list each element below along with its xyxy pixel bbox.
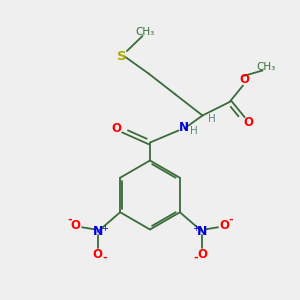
Text: CH₃: CH₃ (256, 62, 276, 73)
Text: O: O (197, 248, 207, 261)
Text: -: - (228, 215, 233, 225)
Text: O: O (111, 122, 122, 135)
Text: N: N (92, 225, 103, 238)
Text: +: + (192, 224, 199, 233)
Text: H: H (190, 125, 198, 136)
Text: H: H (208, 114, 216, 124)
Text: O: O (70, 219, 80, 232)
Text: N: N (179, 121, 189, 134)
Text: O: O (220, 219, 230, 232)
Text: -: - (67, 215, 72, 225)
Text: O: O (243, 116, 254, 129)
Text: CH₃: CH₃ (136, 27, 155, 37)
Text: -: - (194, 252, 198, 262)
Text: O: O (239, 73, 250, 86)
Text: N: N (197, 225, 208, 238)
Text: -: - (102, 252, 106, 262)
Text: +: + (101, 224, 108, 233)
Text: O: O (93, 248, 103, 261)
Text: S: S (117, 50, 126, 63)
